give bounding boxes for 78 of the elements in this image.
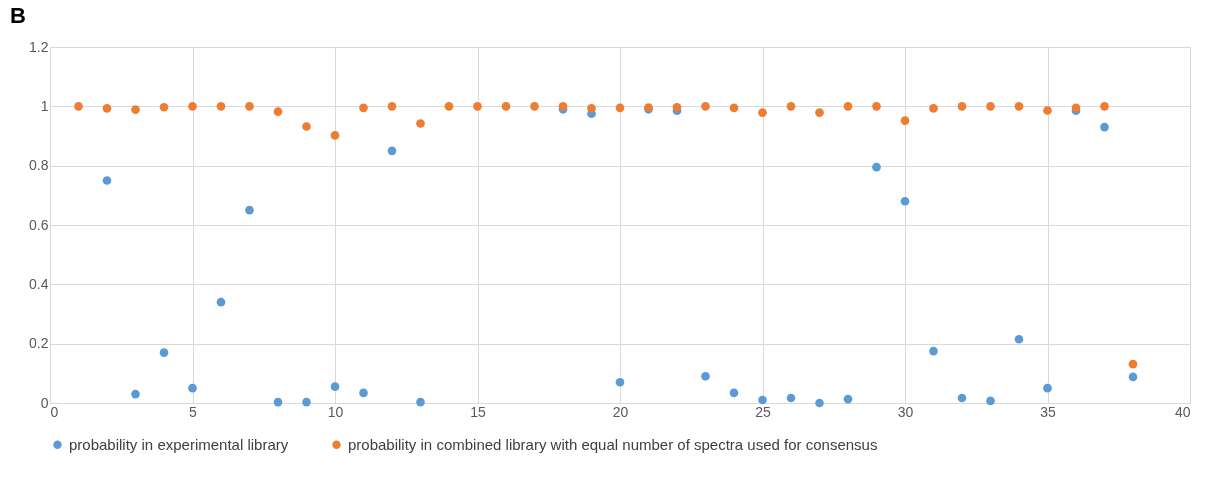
point <box>1043 106 1052 115</box>
point <box>729 388 739 398</box>
point <box>188 102 197 111</box>
point <box>416 397 425 407</box>
point <box>501 102 511 111</box>
point <box>273 107 283 116</box>
chart-title: B <box>10 3 26 28</box>
point <box>1128 372 1138 382</box>
y-tick-label: 0.4 <box>29 275 49 292</box>
point <box>359 388 368 398</box>
point <box>815 108 824 117</box>
point <box>473 102 482 111</box>
point <box>957 102 967 111</box>
point <box>587 104 596 113</box>
point <box>815 398 824 408</box>
point <box>216 102 226 111</box>
point <box>159 102 169 112</box>
y-tick-label: 0.6 <box>29 216 49 233</box>
point <box>1014 102 1024 111</box>
point <box>102 176 112 185</box>
point <box>929 346 938 356</box>
point <box>131 105 140 114</box>
point <box>1043 383 1052 393</box>
point <box>843 394 853 404</box>
point <box>1128 359 1138 369</box>
point <box>273 397 283 407</box>
point <box>1014 334 1024 344</box>
point <box>1100 122 1109 132</box>
x-tick-label: 10 <box>327 403 344 420</box>
y-tick-label: 0.2 <box>29 335 49 352</box>
point <box>530 102 539 111</box>
point <box>729 103 739 113</box>
x-tick-label: 35 <box>1040 403 1056 420</box>
point <box>159 348 169 357</box>
point <box>672 102 682 112</box>
point <box>359 103 368 113</box>
point <box>986 102 995 111</box>
point <box>387 146 397 156</box>
point <box>387 102 397 111</box>
point <box>929 104 938 113</box>
point <box>786 102 796 111</box>
point <box>758 395 767 405</box>
x-tick-label: 40 <box>1174 403 1191 420</box>
point <box>330 382 340 391</box>
legend-label: probability in combined library with equal number of spectra used for consensus <box>348 435 878 453</box>
point <box>986 396 995 406</box>
point <box>245 102 254 111</box>
point <box>102 104 112 113</box>
point <box>900 116 910 125</box>
point <box>701 102 710 111</box>
point <box>444 102 454 111</box>
point <box>701 371 710 381</box>
point <box>1100 102 1109 111</box>
point <box>302 122 311 131</box>
x-tick-label: 20 <box>612 403 629 420</box>
y-tick-label: 1.2 <box>29 38 49 55</box>
point <box>216 297 226 307</box>
point <box>872 102 881 111</box>
point <box>758 108 767 117</box>
y-tick-label: 0.8 <box>29 157 49 174</box>
x-tick-label: 5 <box>189 403 198 420</box>
point <box>416 119 425 128</box>
point <box>330 131 340 140</box>
x-tick-label: 25 <box>755 403 771 420</box>
y-tick-label: 1 <box>40 97 49 114</box>
point <box>74 102 83 111</box>
point <box>131 389 140 399</box>
point <box>188 383 197 393</box>
point <box>872 162 881 172</box>
x-tick-label: 30 <box>897 403 914 420</box>
point <box>900 196 910 206</box>
point <box>302 397 311 407</box>
legend-label: probability in experimental library <box>69 435 289 453</box>
point <box>245 205 254 215</box>
point <box>843 102 853 111</box>
point <box>615 103 625 113</box>
x-tick-label: 15 <box>470 403 486 420</box>
point <box>615 377 625 387</box>
